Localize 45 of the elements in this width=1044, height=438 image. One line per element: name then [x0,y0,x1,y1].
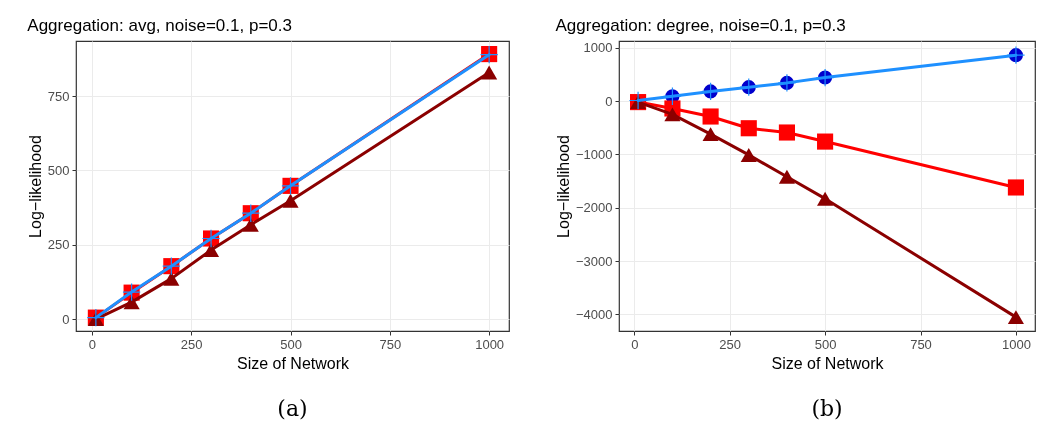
chart-title: Aggregation: degree, noise=0.1, p=0.3 [555,16,846,35]
point [1007,179,1024,196]
chart-title: Aggregation: avg, noise=0.1, p=0.3 [27,16,292,35]
x-tick-label: 250 [719,336,742,352]
y-tick-label: −4000 [575,306,613,322]
point [817,191,834,206]
y-tick-label: 0 [605,93,613,109]
point [740,147,757,162]
y-tick-label: 250 [47,237,70,253]
x-tick-label: 1000 [475,336,505,352]
x-tick-label: 500 [280,336,302,352]
x-tick-label: 750 [910,336,932,352]
y-tick-label: 0 [62,311,70,327]
y-axis-title: Log−likelihood [554,135,572,238]
point [778,124,795,141]
point [163,271,180,286]
x-tick-label: 750 [379,336,402,352]
y-tick-label: −1000 [575,146,613,162]
point [282,193,299,208]
point [123,295,140,310]
point [664,107,681,122]
x-tick-label: 0 [631,336,639,352]
point [242,217,259,232]
text: (b) [811,396,843,421]
y-tick-label: −2000 [575,200,613,216]
y-tick-label: 500 [47,162,70,178]
point [702,127,719,142]
x-tick-label: 500 [814,336,837,352]
x-tick-label: 250 [180,336,203,352]
point [203,243,220,258]
y-tick-label: 750 [47,88,70,104]
text: (a) [277,396,308,421]
y-tick-label: 1000 [583,40,613,56]
point [481,65,498,80]
x-axis-title: Size of Network [771,354,885,372]
point [1007,310,1024,325]
point [778,169,795,184]
y-tick-label: −3000 [575,253,613,269]
x-tick-label: 1000 [1001,336,1031,352]
point [740,120,757,137]
x-tick-label: 0 [88,336,97,352]
y-axis-title: Log−likelihood [26,135,44,238]
point [702,108,719,125]
point [817,133,834,150]
x-axis-title: Size of Network [236,354,351,372]
